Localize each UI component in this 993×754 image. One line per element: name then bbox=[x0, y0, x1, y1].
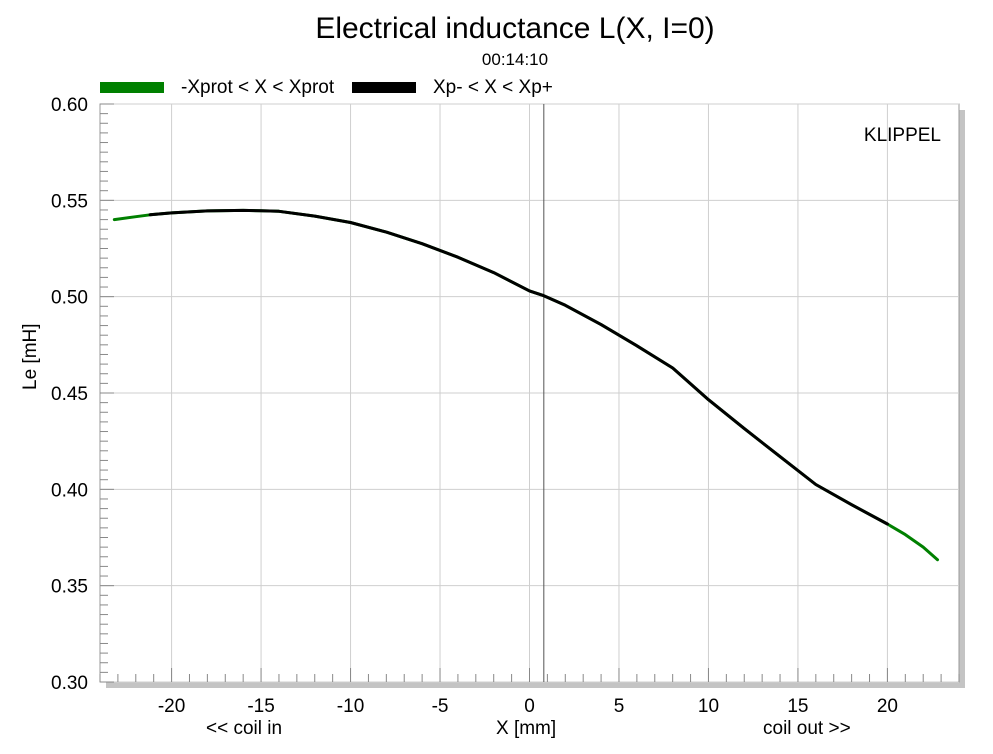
plot-shadow-bottom bbox=[106, 682, 965, 688]
x-axis-label-right: coil out >> bbox=[763, 718, 851, 739]
x-tick-label: 10 bbox=[698, 696, 719, 717]
watermark: KLIPPEL bbox=[864, 125, 941, 146]
x-tick-label: 15 bbox=[787, 696, 808, 717]
y-tick-label: 0.35 bbox=[51, 577, 88, 598]
legend-swatch-black bbox=[352, 82, 416, 93]
y-tick-label: 0.50 bbox=[51, 288, 88, 309]
legend-label-xp: Xp- < X < Xp+ bbox=[433, 77, 553, 98]
plot-shadow-right bbox=[959, 110, 965, 688]
x-tick-label: -15 bbox=[247, 696, 274, 717]
y-tick-label: 0.30 bbox=[51, 673, 88, 694]
x-tick-label: 5 bbox=[614, 696, 625, 717]
x-axis-label: X [mm] bbox=[496, 718, 557, 739]
y-tick-label: 0.55 bbox=[51, 191, 88, 212]
x-tick-label: 0 bbox=[524, 696, 535, 717]
y-tick-label: 0.40 bbox=[51, 480, 88, 501]
x-tick-label: 20 bbox=[877, 696, 898, 717]
x-tick-label: -10 bbox=[337, 696, 364, 717]
x-tick-label: -5 bbox=[432, 696, 449, 717]
x-tick-label: -20 bbox=[158, 696, 185, 717]
chart-title: Electrical inductance L(X, I=0) bbox=[315, 12, 715, 45]
y-tick-label: 0.60 bbox=[51, 95, 88, 116]
series-line-1 bbox=[148, 208, 889, 526]
legend-swatch-green bbox=[100, 82, 164, 93]
chart-subtitle: 00:14:10 bbox=[481, 50, 549, 69]
x-axis-label-left: << coil in bbox=[206, 718, 283, 739]
legend-label-xprot: -Xprot < X < Xprot bbox=[181, 77, 335, 98]
y-tick-label: 0.45 bbox=[51, 384, 88, 405]
